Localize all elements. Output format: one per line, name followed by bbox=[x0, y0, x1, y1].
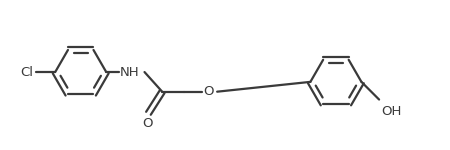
Text: Cl: Cl bbox=[21, 66, 34, 79]
Text: OH: OH bbox=[381, 105, 401, 118]
Text: O: O bbox=[142, 117, 153, 130]
Text: NH: NH bbox=[120, 66, 140, 79]
Text: O: O bbox=[203, 85, 214, 98]
